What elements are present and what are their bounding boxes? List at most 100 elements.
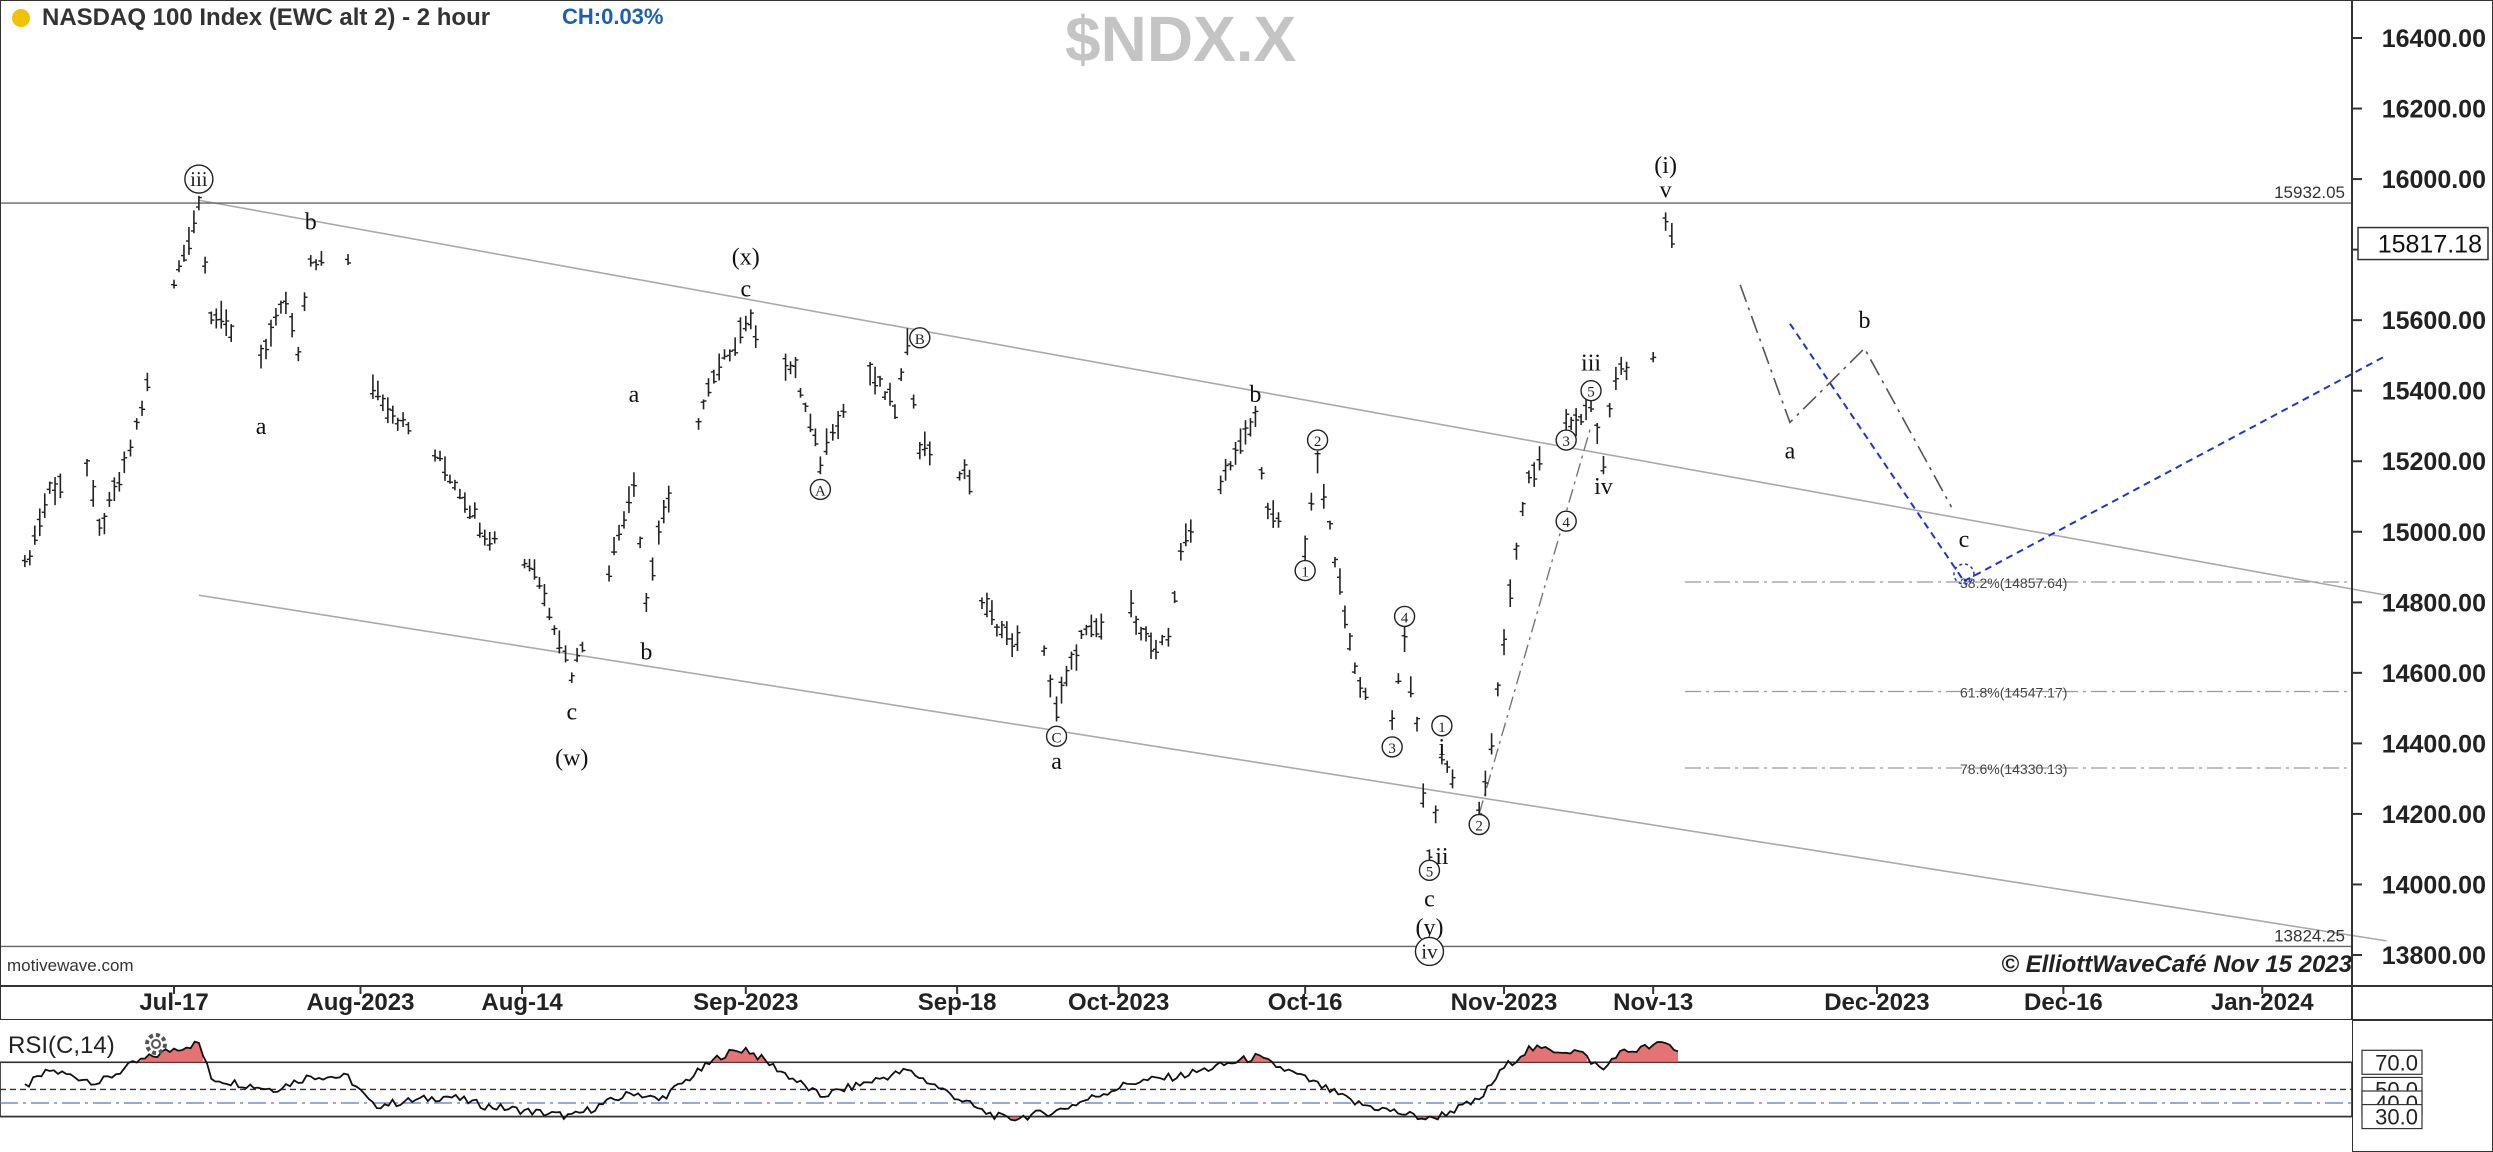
wave-label: a [256, 414, 267, 440]
time-tick-label: Sep-18 [918, 989, 997, 1016]
rsi-overbought-fill [1611, 1042, 1679, 1063]
wave-label-circle [1381, 736, 1403, 758]
fib-level-label: 78.6%(14330.13) [1960, 761, 2067, 777]
wave-label: C [1052, 730, 1062, 746]
wave-label-circle [1418, 859, 1441, 882]
wave-label: 1 [1301, 565, 1309, 581]
wave-label-circle [1555, 510, 1577, 532]
time-tick-label: Sep-2023 [693, 989, 798, 1016]
rsi-level-box [2361, 1103, 2423, 1130]
time-tick-label: Jul-17 [139, 989, 208, 1016]
wave-label-circle [1431, 715, 1453, 737]
rsi-level-label: 70.0 [2375, 1050, 2418, 1075]
time-tick-label: Jan-2024 [2211, 989, 2314, 1016]
gear-icon[interactable] [145, 1033, 167, 1055]
wave-label: ii [1435, 844, 1449, 870]
wave-label: b [305, 209, 317, 235]
last-price-box [2357, 226, 2489, 261]
rsi-line [24, 1040, 1679, 1122]
wave-label-circle [1294, 559, 1316, 582]
price-tick-label: 15400.00 [2382, 378, 2486, 406]
wave-label: a [629, 382, 640, 408]
wave-label-circle [1045, 725, 1068, 748]
time-tick-label: Dec-2023 [1824, 989, 1929, 1016]
wave-label: (w) [555, 745, 588, 771]
wave-label: c [1959, 527, 1970, 553]
channel-lower-line [198, 594, 2387, 942]
projection-blue-down [1789, 323, 1965, 582]
price-tick-label: 16400.00 [2382, 25, 2486, 53]
rsi-overbought-fill [1239, 1053, 1273, 1063]
rsi-level-box [2361, 1049, 2423, 1075]
wave-label: b [1859, 308, 1871, 334]
wave-label-circle [1414, 936, 1445, 967]
wave-label: 4 [1562, 515, 1570, 531]
target-zone-marker [1953, 563, 1975, 585]
fib-level-label: 38.2%(14857.64) [1960, 575, 2067, 591]
wave-label-circle [1306, 429, 1329, 451]
wave-label: a [1785, 439, 1796, 465]
wave-label: (y) [1415, 915, 1443, 941]
wave-label: a [1051, 749, 1062, 775]
wave-label: v [1660, 178, 1672, 204]
chart-title: NASDAQ 100 Index (EWC alt 2) - 2 hour [42, 4, 491, 31]
wave-label: 2 [1475, 819, 1483, 835]
wave-label: 5 [1587, 385, 1595, 401]
wave-label-circle [809, 478, 832, 501]
time-tick-label: Oct-16 [1268, 989, 1343, 1016]
price-tick-label: 14000.00 [2382, 871, 2486, 899]
wave-label-circle [1580, 379, 1602, 402]
time-tick-label: Aug-14 [481, 989, 563, 1016]
price-tick-label: 16000.00 [2382, 166, 2486, 194]
wave-label: iii [1581, 350, 1601, 376]
wave-label: 2 [1314, 434, 1322, 450]
time-tick-label: Dec-16 [2024, 989, 2103, 1016]
wave-label: iv [1594, 474, 1613, 500]
rsi-overbought-fill [713, 1047, 766, 1063]
level-label: 13824.25 [2274, 926, 2345, 945]
last-price-label: 15817.18 [2378, 231, 2482, 259]
platform-watermark: motivewave.com [7, 956, 134, 975]
copyright-note: © ElliottWaveCafé Nov 15 2023 [2001, 951, 2352, 978]
wave-label: (x) [732, 245, 760, 271]
wave-label-circle [1468, 813, 1490, 836]
wave-label: 1 [1438, 720, 1446, 736]
rsi-panel-bg [0, 1020, 2352, 1152]
symbol-watermark: $NDX.X [1065, 3, 1297, 75]
change-percent: CH:0.03% [562, 4, 664, 29]
impulse-connector [1478, 425, 1592, 815]
price-tick-label: 15000.00 [2382, 519, 2486, 547]
price-tick-label: 16200.00 [2382, 96, 2486, 124]
wave-label: 3 [1388, 741, 1396, 757]
wave-label: B [915, 332, 925, 348]
price-tick-label: 14800.00 [2382, 589, 2486, 617]
price-tick-label: 14400.00 [2382, 730, 2486, 758]
fib-level-label: 61.8%(14547.17) [1960, 684, 2067, 700]
rsi-level-label: 30.0 [2375, 1105, 2418, 1130]
wave-label: iv [1421, 939, 1438, 963]
price-tick-label: 15200.00 [2382, 448, 2486, 476]
wave-label: 3 [1562, 434, 1570, 450]
price-tick-label: 13800.00 [2382, 942, 2486, 970]
wave-label: 4 [1401, 610, 1409, 626]
wave-label-circle [909, 327, 931, 349]
price-tick-label: 14600.00 [2382, 660, 2486, 688]
time-tick-label: Aug-2023 [306, 989, 414, 1016]
wave-label: c [740, 276, 751, 302]
wave-label: 5 [1426, 864, 1434, 880]
wave-label: c [1424, 887, 1435, 913]
wave-label: b [1249, 382, 1261, 408]
time-tick-label: Nov-2023 [1451, 989, 1558, 1016]
projection-blue-up [1963, 354, 2388, 583]
wave-label: c [566, 700, 577, 726]
wave-label-circle [184, 164, 214, 194]
projection-abc-path [1739, 284, 1953, 508]
wave-label-circle [1555, 429, 1577, 451]
wave-label: i [1439, 735, 1446, 761]
rsi-title: RSI(C,14) [8, 1032, 115, 1059]
wave-label: iii [190, 167, 208, 191]
gear-icon-hub [151, 1039, 161, 1049]
price-tick-label: 15600.00 [2382, 307, 2486, 335]
